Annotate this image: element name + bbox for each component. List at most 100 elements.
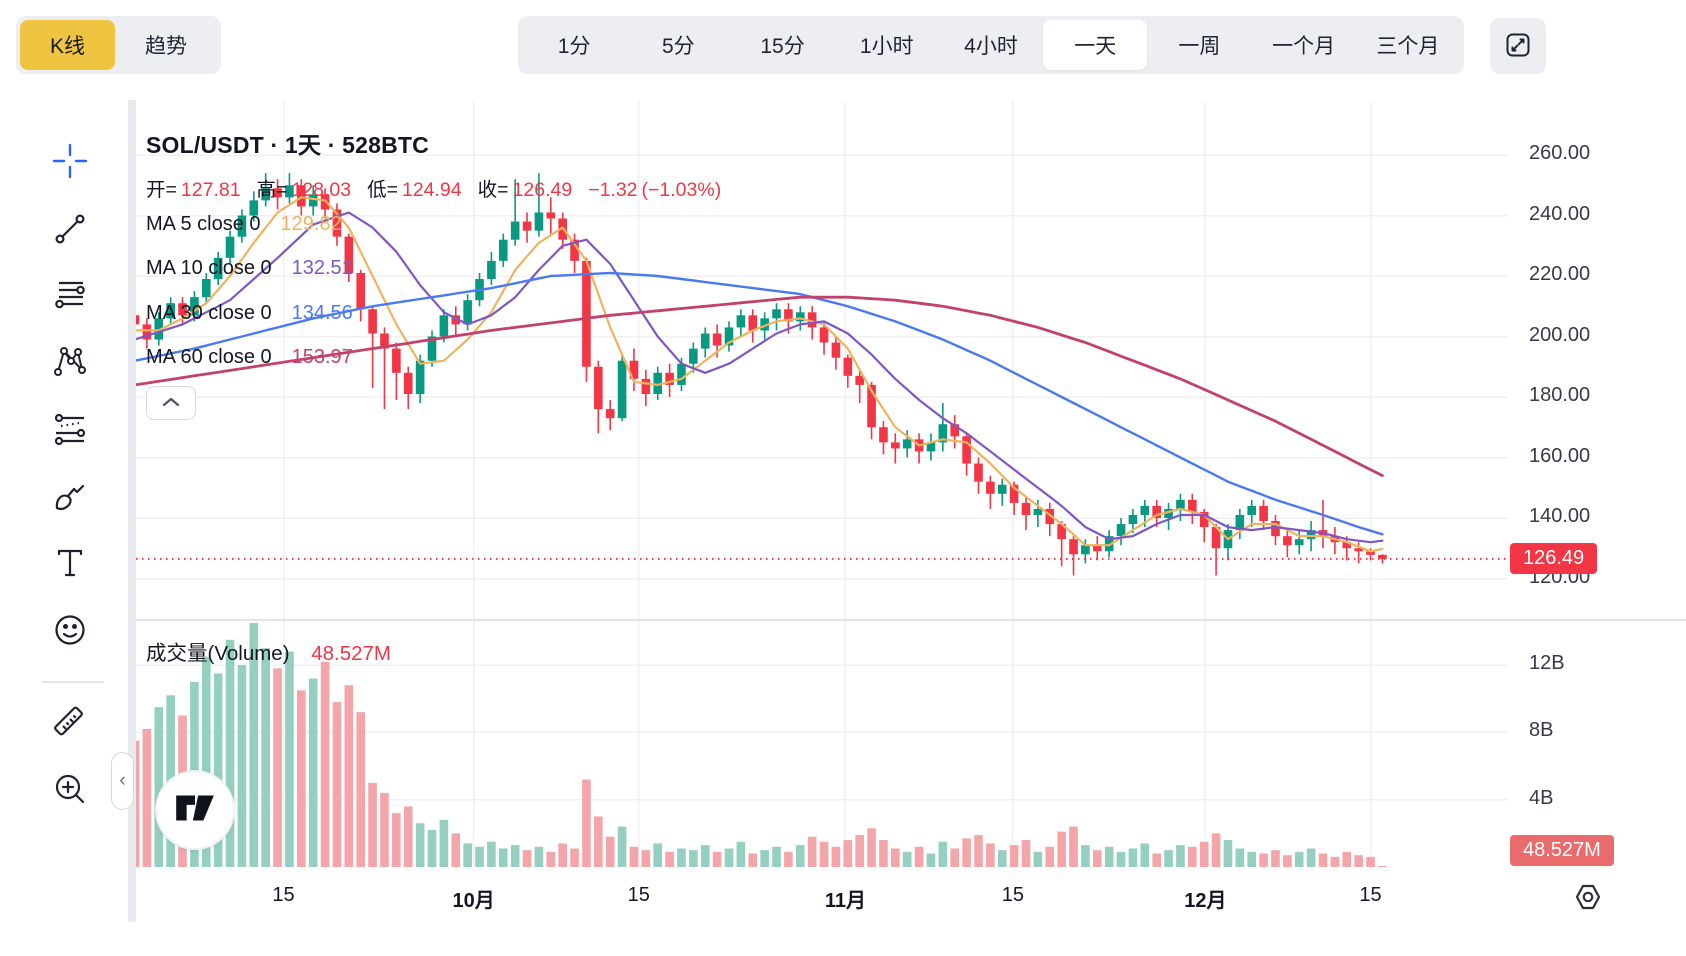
fullscreen-button[interactable] bbox=[1490, 18, 1546, 74]
timeframe-4h-button[interactable]: 4小时 bbox=[939, 20, 1043, 70]
ruler-icon bbox=[51, 704, 89, 745]
toolbar-divider bbox=[42, 681, 104, 683]
price-axis-label: 260.00 bbox=[1529, 142, 1591, 164]
time-axis-label: 15 bbox=[627, 884, 650, 906]
open-label: 开= bbox=[146, 179, 177, 201]
price-axis-label: 240.00 bbox=[1529, 202, 1591, 225]
tradingview-logo-icon bbox=[172, 785, 218, 836]
timeframe-switcher: 1分 5分 15分 1小时 4小时 一天 一周 一个月 三个月 bbox=[518, 16, 1464, 74]
pane-left-divider bbox=[128, 100, 136, 922]
high-value: 128.03 bbox=[291, 179, 352, 201]
chart-type-trend-button[interactable]: 趋势 bbox=[115, 20, 217, 70]
high-label: 高= bbox=[256, 179, 288, 201]
ma-line-MA10 bbox=[133, 211, 1384, 544]
chevron-left-icon: ‹ bbox=[119, 770, 126, 791]
ruler-tool-button[interactable] bbox=[44, 698, 96, 750]
crosshair-tool-button[interactable] bbox=[44, 136, 96, 188]
open-value: 127.81 bbox=[180, 179, 241, 201]
emoji-icon bbox=[51, 611, 89, 652]
chevron-up-icon bbox=[162, 396, 180, 411]
price-axis-label: 180.00 bbox=[1529, 384, 1591, 406]
zoom-in-icon bbox=[51, 770, 89, 811]
fib-retracement-icon bbox=[51, 276, 89, 317]
volume-axis-label: 8B bbox=[1529, 719, 1554, 742]
trend-line-tool-button[interactable] bbox=[44, 204, 96, 256]
timeframe-1h-button[interactable]: 1小时 bbox=[835, 20, 939, 70]
emoji-tool-button[interactable] bbox=[44, 605, 96, 657]
time-axis-label: 10月 bbox=[452, 890, 495, 912]
xabcd-pattern-icon bbox=[51, 342, 89, 383]
low-value: 124.94 bbox=[401, 179, 462, 201]
volume-label: 成交量(Volume) bbox=[146, 642, 290, 665]
timeframe-3mo-button[interactable]: 三个月 bbox=[1356, 20, 1460, 70]
time-axis-label: 15 bbox=[1359, 884, 1382, 906]
text-icon bbox=[52, 545, 88, 584]
timeframe-5m-button[interactable]: 5分 bbox=[626, 20, 730, 70]
fib-retracement-tool-button[interactable] bbox=[44, 270, 96, 322]
change-value: −1.32 bbox=[588, 179, 638, 201]
low-label: 低= bbox=[367, 179, 398, 201]
time-axis-label: 11月 bbox=[824, 890, 866, 912]
close-value: 126.49 bbox=[512, 179, 573, 201]
crosshair-icon bbox=[50, 141, 90, 184]
brush-icon bbox=[51, 478, 89, 519]
change-percent: (−1.03%) bbox=[641, 179, 722, 201]
timeframe-15m-button[interactable]: 15分 bbox=[730, 20, 834, 70]
ma5-legend-row: MA 5 close 0 129.82 bbox=[146, 202, 721, 247]
ma60-value: 153.97 bbox=[291, 346, 353, 369]
close-label: 收= bbox=[477, 179, 509, 201]
volume-axis-label: 12B bbox=[1529, 652, 1565, 675]
ma-lines-layer bbox=[133, 196, 1384, 553]
text-tool-button[interactable] bbox=[44, 538, 96, 590]
ma30-legend-row: MA 30 close 0 134.56 bbox=[146, 291, 721, 336]
time-axis-label: 15 bbox=[1001, 884, 1025, 906]
timeframe-1d-button[interactable]: 一天 bbox=[1043, 20, 1148, 70]
last-volume-badge: 48.527M bbox=[1510, 835, 1614, 866]
tradingview-logo[interactable] bbox=[155, 770, 235, 850]
zoom-in-tool-button[interactable] bbox=[44, 764, 96, 816]
price-axis-label: 160.00 bbox=[1529, 444, 1591, 467]
timeframe-1w-button[interactable]: 一周 bbox=[1147, 20, 1251, 70]
chart-type-kline-button[interactable]: K线 bbox=[20, 20, 116, 70]
ma30-value: 134.56 bbox=[291, 301, 353, 324]
ma-line-MA60 bbox=[133, 295, 1384, 477]
expand-icon bbox=[1504, 31, 1532, 62]
ma30-label: MA 30 close 0 bbox=[146, 301, 272, 324]
brush-tool-button[interactable] bbox=[44, 472, 96, 524]
gear-icon bbox=[1571, 880, 1605, 917]
price-axis-label: 200.00 bbox=[1529, 323, 1591, 346]
parallel-channel-tool-button[interactable] bbox=[44, 404, 96, 456]
ma-line-MA30 bbox=[133, 271, 1384, 536]
ma10-value: 132.51 bbox=[291, 257, 353, 280]
time-axis-label: 15 bbox=[272, 884, 295, 906]
volume-value: 48.527M bbox=[311, 642, 392, 665]
trend-line-icon bbox=[52, 211, 88, 250]
ma10-label: MA 10 close 0 bbox=[146, 257, 272, 280]
ohlc-row: 开= 127.81 高= 128.03 低= 124.94 收= 126.49 … bbox=[146, 173, 721, 202]
xabcd-pattern-tool-button[interactable] bbox=[44, 336, 96, 388]
chart-settings-button[interactable] bbox=[1564, 874, 1612, 922]
price-axis-label: 220.00 bbox=[1529, 263, 1591, 285]
ma10-legend-row: MA 10 close 0 132.51 bbox=[146, 247, 721, 292]
ma60-legend-row: MA 60 close 0 153.97 bbox=[146, 336, 721, 381]
collapse-drawer-handle[interactable]: ‹ bbox=[111, 752, 134, 810]
last-price-badge: 126.49 bbox=[1510, 542, 1598, 574]
collapse-legend-button[interactable] bbox=[146, 386, 196, 420]
price-axis-label: 140.00 bbox=[1529, 505, 1591, 527]
symbol-title: SOL/USDT · 1天 · 528BTC bbox=[146, 132, 429, 158]
ma5-label: MA 5 close 0 bbox=[146, 212, 261, 235]
ma-line-MA5 bbox=[133, 196, 1384, 553]
timeframe-1m-button[interactable]: 1分 bbox=[522, 20, 626, 70]
overlay-layer bbox=[136, 557, 1686, 621]
timeframe-1mo-button[interactable]: 一个月 bbox=[1252, 20, 1356, 70]
volume-legend: 成交量(Volume) 48.527M bbox=[146, 636, 391, 666]
volume-axis-label: 4B bbox=[1529, 786, 1554, 809]
chart-legend: SOL/USDT · 1天 · 528BTC 开= 127.81 高= 128.… bbox=[146, 126, 721, 420]
chart-type-switcher: K线 趋势 bbox=[16, 16, 222, 74]
time-axis-label: 12月 bbox=[1184, 890, 1227, 912]
parallel-channel-icon bbox=[51, 410, 89, 451]
ma5-value: 129.82 bbox=[280, 212, 342, 235]
ma60-label: MA 60 close 0 bbox=[146, 346, 272, 369]
